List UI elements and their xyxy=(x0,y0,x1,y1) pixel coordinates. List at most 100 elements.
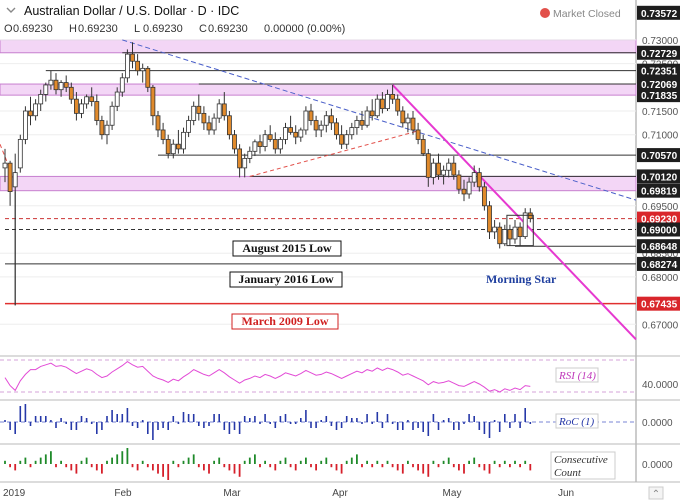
candle-body-down xyxy=(28,110,33,117)
candle xyxy=(288,115,294,135)
candle-body-down xyxy=(7,162,13,192)
price-marker-label: 0.71835 xyxy=(641,91,678,102)
candle-body-down xyxy=(130,53,135,62)
candle xyxy=(308,103,314,126)
candle-body-up xyxy=(211,117,217,131)
candle xyxy=(109,101,115,130)
candle-body-down xyxy=(456,174,462,190)
candle xyxy=(456,170,462,194)
ohlc-value: 0.69230 xyxy=(208,23,248,35)
candle-body-down xyxy=(420,139,426,155)
collapse-chevron-icon[interactable] xyxy=(6,7,16,13)
consecutive-count-label: Count xyxy=(554,467,582,479)
ohlc-key: L xyxy=(134,23,140,35)
candle-body-down xyxy=(293,131,299,138)
candle xyxy=(507,224,513,246)
candle xyxy=(298,127,304,142)
candle-body-up xyxy=(522,212,528,238)
candle xyxy=(395,94,401,116)
candle-body-up xyxy=(502,229,508,245)
candle xyxy=(226,111,232,140)
rsi-line xyxy=(4,360,531,393)
candle-body-up xyxy=(492,226,498,233)
candle xyxy=(114,87,120,112)
candle-body-up xyxy=(318,124,324,131)
price-marker-label: 0.68274 xyxy=(641,260,678,271)
candle xyxy=(140,63,146,83)
candle xyxy=(160,122,166,145)
price-marker xyxy=(637,88,680,103)
candle-body-up xyxy=(2,162,8,169)
candle-body-down xyxy=(272,139,278,150)
candle-body-up xyxy=(247,150,253,159)
candle xyxy=(232,129,237,154)
candle-body-up xyxy=(191,105,197,121)
candle xyxy=(206,115,212,135)
candle xyxy=(390,84,396,104)
price-marker xyxy=(637,5,680,20)
ohlc-key: C xyxy=(199,23,207,35)
candle xyxy=(53,73,59,95)
candle xyxy=(379,92,385,114)
annotation-label: Morning Star xyxy=(486,272,557,286)
candle-body-down xyxy=(369,110,375,117)
candle-body-up xyxy=(216,103,222,119)
candle-body-up xyxy=(441,169,447,176)
candle-body-up xyxy=(283,127,288,140)
candle-body-down xyxy=(359,120,365,126)
price-marker xyxy=(637,222,680,237)
candle-body-up xyxy=(33,103,38,117)
candle xyxy=(481,182,487,211)
candle-body-down xyxy=(53,79,59,91)
price-tick-label: 0.73000 xyxy=(642,36,679,47)
candle xyxy=(48,70,54,90)
price-marker xyxy=(637,296,680,311)
candle xyxy=(150,84,156,126)
candle-body-up xyxy=(12,172,18,188)
candle xyxy=(487,201,492,239)
candle xyxy=(374,94,380,119)
candle xyxy=(12,153,18,306)
candle xyxy=(216,99,222,123)
candle-body-up xyxy=(43,84,49,95)
candle-body-up xyxy=(79,103,84,114)
candle-body-up xyxy=(109,105,115,126)
candle xyxy=(196,94,202,121)
candle-body-down xyxy=(196,105,202,114)
candle xyxy=(313,115,319,138)
candle xyxy=(191,101,197,126)
roc-tick-label: 0.0000 xyxy=(642,418,673,429)
candle-body-up xyxy=(48,79,54,86)
candle-body-down xyxy=(390,94,396,100)
scale-settings-icon[interactable] xyxy=(648,486,664,500)
candle-body-down xyxy=(155,115,161,131)
ohlc-value: 0.00000 (0.00%) xyxy=(264,23,345,35)
candle xyxy=(221,92,227,121)
candle-body-up xyxy=(17,139,23,169)
x-tick-label: Jun xyxy=(558,488,574,499)
candle-body-down xyxy=(461,188,467,195)
candle xyxy=(522,208,528,239)
candle-body-down xyxy=(395,98,401,112)
annotation-box xyxy=(232,240,342,257)
consecutive-count-label-box xyxy=(550,451,616,480)
ohlc-key: O xyxy=(4,23,13,35)
resistance-zone xyxy=(0,83,637,96)
candle-body-down xyxy=(237,148,243,169)
candle-body-up xyxy=(344,134,350,145)
candle-body-down xyxy=(410,117,416,131)
candle xyxy=(63,75,69,93)
candle xyxy=(517,222,523,246)
candle xyxy=(186,115,192,138)
candle-body-down xyxy=(451,162,457,176)
candle xyxy=(135,54,141,76)
ohlc-value: 0.69230 xyxy=(13,23,53,35)
candle xyxy=(211,113,217,135)
candle-body-down xyxy=(135,60,141,72)
price-tick-label: 0.69500 xyxy=(642,202,679,213)
candle-body-down xyxy=(232,134,237,150)
candle xyxy=(436,153,441,180)
candle-body-up xyxy=(125,53,130,79)
candle-body-up xyxy=(181,131,186,150)
price-marker-label: 0.67435 xyxy=(641,300,678,311)
